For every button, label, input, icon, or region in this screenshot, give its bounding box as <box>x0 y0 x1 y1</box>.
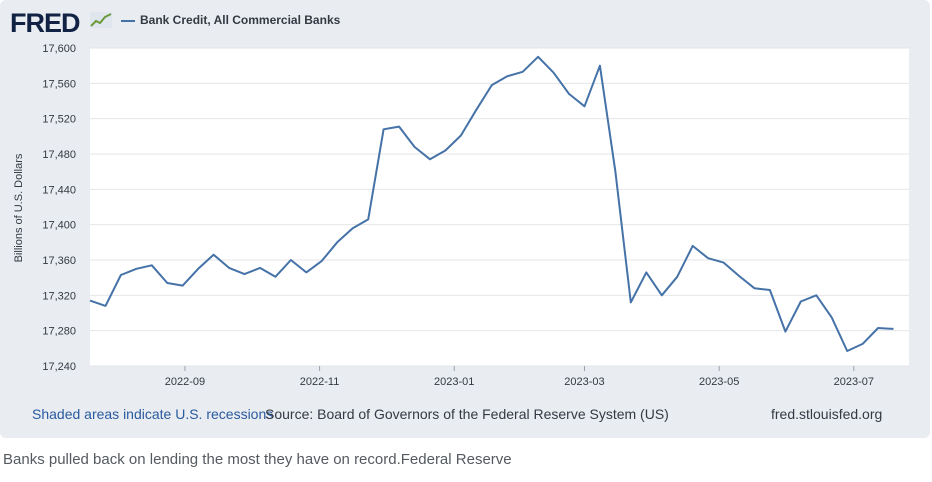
recessions-note-link[interactable]: Shaded areas indicate U.S. recessions <box>32 406 274 422</box>
fred-logo[interactable]: FRED <box>10 8 80 38</box>
y-tick-label: 17,600 <box>42 43 76 55</box>
y-tick-label: 17,520 <box>42 114 76 126</box>
source-note: Source: Board of Governors of the Federa… <box>265 406 669 422</box>
fred-site-link[interactable]: fred.stlouisfed.org <box>771 406 883 422</box>
y-tick-label: 17,400 <box>42 220 76 232</box>
line-chart: 17,240 17,280 17,320 17,360 17,400 17,440 17,4… <box>13 43 909 388</box>
x-tick-label: 2023-05 <box>699 376 739 388</box>
y-tick-label: 17,240 <box>42 361 76 373</box>
x-tick-label: 2023-07 <box>834 376 874 388</box>
y-tick-label: 17,440 <box>42 184 76 196</box>
y-tick-label: 17,560 <box>42 78 76 90</box>
image-caption: Banks pulled back on lending the most th… <box>3 451 512 468</box>
x-tick-label: 2023-01 <box>434 376 474 388</box>
fred-logo-graph-icon <box>90 12 112 28</box>
legend-line-swatch <box>121 20 135 22</box>
x-tick-label: 2023-03 <box>564 376 604 388</box>
y-tick-label: 17,320 <box>42 290 76 302</box>
plot-area <box>90 48 909 366</box>
y-tick-label: 17,280 <box>42 326 76 338</box>
series-line <box>89 55 894 352</box>
legend-series-label: Bank Credit, All Commercial Banks <box>140 13 341 27</box>
y-tick-label: 17,480 <box>42 149 76 161</box>
y-axis-label: Billions of U.S. Dollars <box>13 153 25 262</box>
x-tick-label: 2022-09 <box>165 376 205 388</box>
y-tick-label: 17,360 <box>42 255 76 267</box>
x-tick-label: 2022-11 <box>300 376 340 388</box>
